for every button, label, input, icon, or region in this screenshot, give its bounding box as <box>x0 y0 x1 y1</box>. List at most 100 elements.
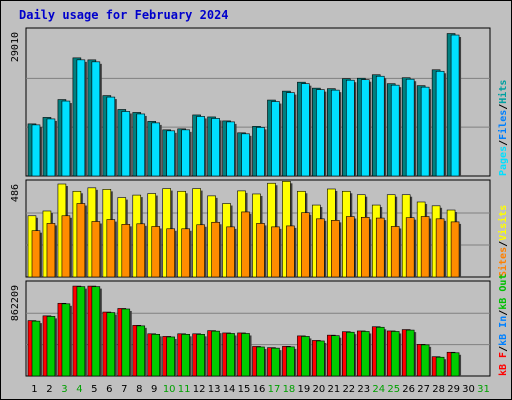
day-label-15: 15 <box>238 384 251 395</box>
bar-pages-24 <box>375 75 387 177</box>
bar-kbout-19 <box>301 336 312 377</box>
bar-kbout-22 <box>346 331 357 377</box>
bar-pages-18 <box>286 92 297 177</box>
bar-sites-4 <box>76 203 87 278</box>
bar-sites-3 <box>61 215 72 278</box>
day-label-24: 24 <box>372 384 385 395</box>
bar-sites-18-body <box>286 225 295 278</box>
bar-sites-15-body <box>241 211 250 278</box>
bar-pages-2-body <box>46 118 56 177</box>
day-label-30: 30 <box>462 384 475 395</box>
bar-kbout-8 <box>136 325 147 377</box>
bar-kbout-14 <box>226 333 237 377</box>
bar-kbout-1-body <box>31 320 41 377</box>
bar-sites-17-body <box>271 226 280 278</box>
bar-sites-14 <box>226 226 237 278</box>
bar-pages-5-body <box>91 61 101 177</box>
bar-pages-8 <box>136 113 147 177</box>
legend-top-item-1: / <box>498 140 509 146</box>
bar-kbout-12 <box>196 334 207 377</box>
legend-top-item-2: Files <box>497 110 509 140</box>
bar-pages-13-body <box>211 118 220 177</box>
bar-pages-27 <box>420 86 432 177</box>
bar-pages-1 <box>31 124 42 177</box>
bar-kbout-9-body <box>151 334 161 377</box>
bar-kbout-21 <box>331 335 342 377</box>
bar-pages-1-body <box>31 124 41 177</box>
bar-sites-8 <box>136 223 147 278</box>
day-label-12: 12 <box>193 384 206 395</box>
day-label-29: 29 <box>447 384 460 395</box>
bar-sites-19 <box>301 212 312 278</box>
bar-sites-10-body <box>166 228 175 278</box>
legend-mid: Sites/Visits <box>497 205 509 277</box>
bar-sites-24-body <box>375 217 385 278</box>
bar-kbout-28 <box>435 356 447 377</box>
bar-kbout-26-body <box>405 329 415 377</box>
bar-sites-1-body <box>31 230 41 278</box>
bar-pages-26-body <box>405 78 415 177</box>
legend-top-item-4: Hits <box>497 80 509 104</box>
day-label-27: 27 <box>417 384 430 395</box>
bar-kbout-27 <box>420 344 432 377</box>
bar-pages-29-body <box>450 34 460 177</box>
bar-kbout-28-body <box>435 356 445 377</box>
bar-sites-29 <box>450 221 462 278</box>
bar-sites-28 <box>435 218 447 278</box>
bar-kbout-27-body <box>420 344 430 377</box>
day-label-3: 3 <box>61 384 67 395</box>
bar-kbout-4 <box>76 286 87 377</box>
bar-pages-2 <box>46 118 57 177</box>
day-label-19: 19 <box>298 384 311 395</box>
bar-sites-27-body <box>420 216 430 278</box>
bar-pages-7-body <box>121 111 131 177</box>
max-label-top: 29010 <box>10 32 21 62</box>
bar-pages-27-body <box>420 86 430 177</box>
day-label-28: 28 <box>432 384 445 395</box>
bar-sites-27 <box>420 216 432 278</box>
bar-sites-1 <box>31 230 42 278</box>
bar-sites-22-body <box>346 216 355 278</box>
bar-kbout-24-body <box>375 326 385 377</box>
bar-sites-2-body <box>46 223 56 278</box>
bar-sites-6 <box>106 219 117 278</box>
bar-pages-16-body <box>256 127 265 177</box>
bar-sites-29-body <box>450 221 460 278</box>
bar-pages-7 <box>121 111 132 177</box>
bar-kbout-13 <box>211 330 222 377</box>
bar-kbout-3 <box>61 303 72 377</box>
bar-sites-3-body <box>61 215 71 278</box>
bar-sites-5-body <box>91 221 101 278</box>
bar-sites-20 <box>316 218 327 278</box>
day-label-11: 11 <box>178 384 191 395</box>
day-label-16: 16 <box>253 384 266 395</box>
bar-pages-21 <box>331 89 342 177</box>
day-label-2: 2 <box>46 384 52 395</box>
bar-pages-11 <box>181 129 192 177</box>
bar-sites-25-body <box>390 226 400 278</box>
bar-pages-20 <box>316 89 327 177</box>
legend-top: Pages/Files/Hits <box>497 80 509 176</box>
bar-pages-9-body <box>151 122 161 177</box>
day-label-1: 1 <box>31 384 37 395</box>
legend-bot-item-0: kB F <box>498 352 509 376</box>
bar-kbout-15-body <box>241 333 250 377</box>
bar-kbout-13-body <box>211 330 220 377</box>
bar-kbout-10-body <box>166 336 175 377</box>
day-label-31: 31 <box>477 384 490 395</box>
bar-sites-12 <box>196 224 207 278</box>
bar-kbout-7-body <box>121 308 131 377</box>
bar-kbout-23-body <box>360 331 370 377</box>
bar-kbout-16-body <box>256 346 265 377</box>
day-label-23: 23 <box>357 384 370 395</box>
bar-sites-16 <box>256 223 267 278</box>
bar-pages-17-body <box>271 101 280 177</box>
bar-kbout-25-body <box>390 331 400 377</box>
legend-bot: kB F/kB In/kB Out <box>498 274 509 376</box>
bar-sites-11-body <box>181 228 190 278</box>
bar-kbout-17-body <box>271 347 280 377</box>
bar-kbout-11 <box>181 334 192 377</box>
bar-sites-7-body <box>121 224 131 278</box>
day-label-20: 20 <box>313 384 326 395</box>
